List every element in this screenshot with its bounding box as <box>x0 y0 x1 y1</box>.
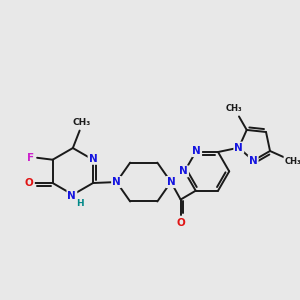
Text: N: N <box>112 177 121 187</box>
Text: CH₃: CH₃ <box>73 118 91 127</box>
Text: CH₃: CH₃ <box>284 157 300 166</box>
Text: O: O <box>25 178 34 188</box>
Text: N: N <box>68 190 76 201</box>
Text: H: H <box>76 199 83 208</box>
Text: N: N <box>249 156 258 166</box>
Text: O: O <box>176 218 185 228</box>
Text: F: F <box>27 153 34 163</box>
Text: N: N <box>167 177 175 187</box>
Text: N: N <box>192 146 201 156</box>
Text: N: N <box>89 154 98 164</box>
Text: N: N <box>179 167 188 176</box>
Text: N: N <box>234 143 243 153</box>
Text: CH₃: CH₃ <box>226 104 243 113</box>
